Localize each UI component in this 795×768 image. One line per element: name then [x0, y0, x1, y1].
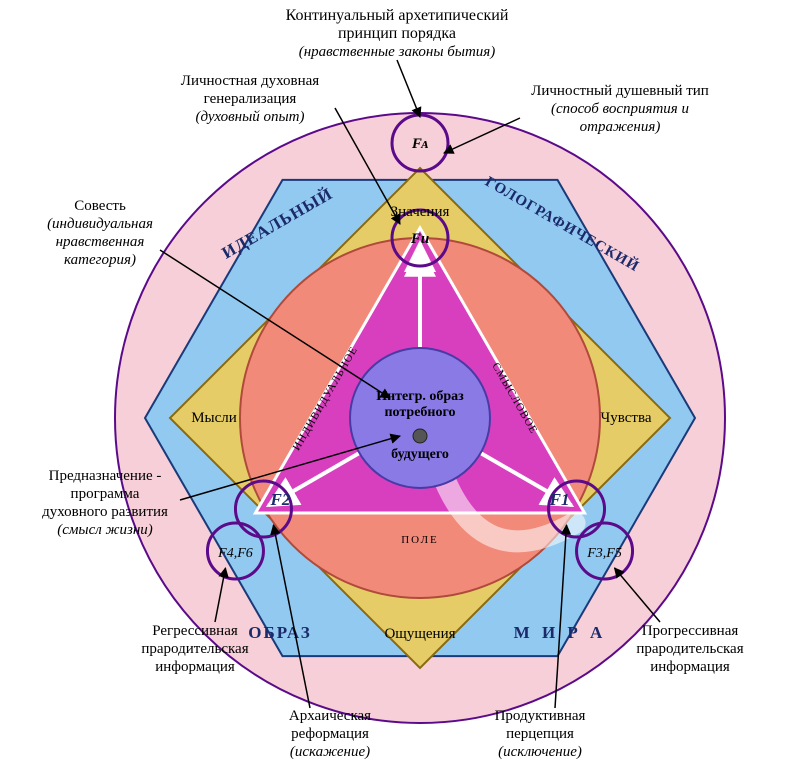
- bri-l1: Продуктивная: [495, 708, 586, 724]
- label-f35: F3,F5: [586, 546, 622, 561]
- pre-l3: духовного развития: [42, 504, 168, 520]
- label-fi: Fи: [410, 231, 429, 247]
- pre-l1: Предназначение -: [49, 468, 162, 484]
- diamond-top: Значения: [391, 204, 450, 220]
- bli-l1: Архаическая: [289, 708, 371, 724]
- pre-sub: (смысл жизни): [57, 522, 153, 538]
- ru-s1: (способ восприятия и: [551, 101, 689, 117]
- con-s2: нравственная: [56, 234, 145, 250]
- bli-sub: (искажение): [290, 744, 370, 760]
- hex-bottom-left: ОБРАЗ: [248, 623, 312, 642]
- lu-sub: (духовный опыт): [196, 109, 305, 125]
- bli-l2: реформация: [291, 726, 369, 742]
- center-dot: [413, 429, 427, 443]
- con-s3: категория): [64, 252, 136, 268]
- bl-l2: прародительская: [141, 641, 248, 657]
- ru-s2: отражения): [580, 119, 661, 135]
- diamond-right: Чувства: [601, 410, 652, 426]
- ru-l1: Личностный душевный тип: [531, 83, 709, 99]
- lu-l2: генерализация: [204, 91, 297, 107]
- diamond-bottom: Ощущения: [384, 626, 455, 642]
- label-fa: Fᴀ: [411, 136, 429, 152]
- center-line1: Интегр. образ: [376, 389, 464, 404]
- bri-sub: (исключение): [498, 744, 582, 760]
- bl-l1: Регрессивная: [152, 623, 238, 639]
- bl-l3: информация: [155, 659, 235, 675]
- lu-l1: Личностная духовная: [181, 73, 320, 89]
- br-l2: прародительская: [636, 641, 743, 657]
- br-l1: Прогрессивная: [642, 623, 739, 639]
- br-l3: информация: [650, 659, 730, 675]
- arrow-top: [397, 60, 420, 117]
- label-f1: F1: [549, 490, 570, 509]
- top-l1: Континуальный архетипический: [286, 7, 509, 24]
- diamond-left: Мысли: [191, 410, 237, 426]
- top-sub: (нравственные законы бытия): [299, 44, 496, 60]
- label-f46: F4,F6: [217, 546, 253, 561]
- tri-bottom: ПОЛЕ: [401, 534, 439, 546]
- con-l1: Совесть: [74, 198, 126, 214]
- bri-l2: перцепция: [506, 726, 574, 742]
- label-f2: F2: [270, 490, 291, 509]
- center-line2: потребного: [384, 405, 455, 420]
- top-l2: принцип порядка: [338, 25, 456, 42]
- center-line3: будущего: [391, 447, 449, 462]
- pre-l2: программа: [71, 486, 140, 502]
- con-s1: (индивидуальная: [47, 216, 153, 232]
